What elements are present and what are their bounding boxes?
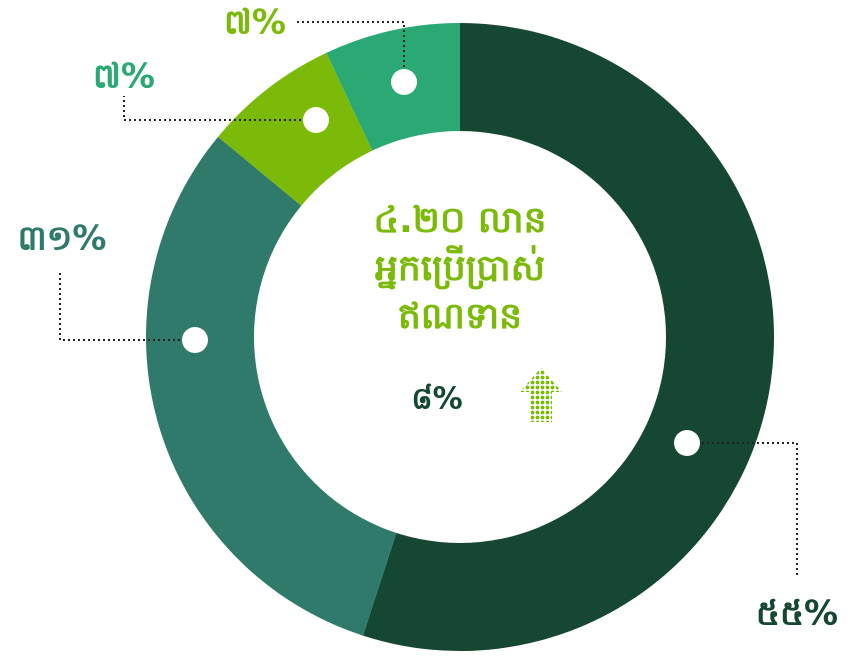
data-label: ៥៥% — [756, 594, 838, 634]
label-dot — [674, 430, 700, 456]
leader-line — [123, 96, 316, 121]
leader-line — [59, 272, 195, 341]
label-dot — [303, 107, 329, 133]
up-arrow — [520, 368, 562, 422]
leader-line — [296, 21, 405, 82]
label-dot — [182, 327, 208, 353]
donut-hole — [254, 131, 666, 543]
label-dot — [391, 69, 417, 95]
leader-line — [687, 442, 798, 575]
data-label: ៧% — [93, 57, 155, 97]
annotation: ៨% — [411, 382, 462, 417]
center-text: ឥណទាន — [398, 296, 522, 337]
center-text: អ្នកប្រើប្រាស់ — [375, 245, 545, 290]
data-label: ៣១% — [18, 219, 107, 259]
data-label: ៧% — [224, 3, 286, 43]
center-text: ៤.២០ លាន — [374, 200, 547, 241]
